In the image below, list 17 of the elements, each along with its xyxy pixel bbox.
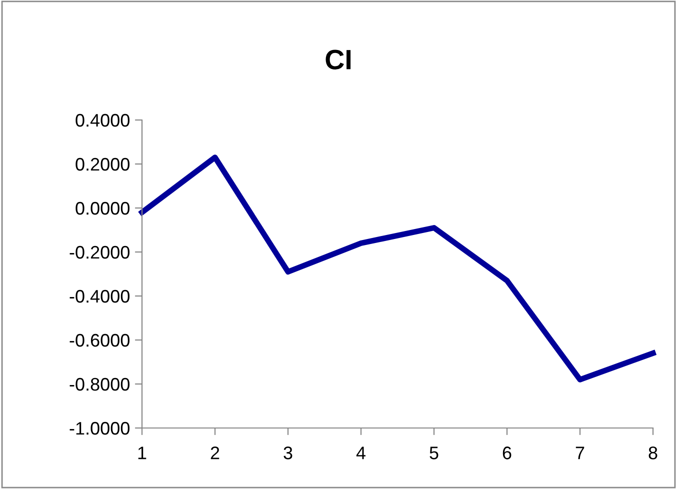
x-tick-label: 7 (576, 446, 584, 460)
y-tick-label: -0.6000 (70, 334, 130, 347)
y-tick-label: -0.8000 (70, 378, 130, 391)
x-tick-label: 4 (356, 446, 366, 460)
x-tick-label: 2 (210, 446, 220, 460)
y-tick-label: 0.0000 (76, 202, 130, 215)
x-tick-label: 3 (284, 446, 292, 460)
y-tick-label: 0.2000 (76, 158, 130, 171)
x-tick-label: 6 (502, 446, 512, 460)
x-tick-label: 5 (430, 446, 438, 460)
y-tick-label: -0.4000 (70, 290, 130, 303)
x-tick-label: 1 (138, 446, 146, 460)
y-tick-label: -1.0000 (70, 422, 130, 435)
y-tick-label: 0.4000 (76, 114, 130, 127)
x-tick-label: 8 (648, 446, 658, 460)
chart-title: CI (326, 50, 351, 70)
y-tick-label: -0.2000 (70, 246, 130, 259)
